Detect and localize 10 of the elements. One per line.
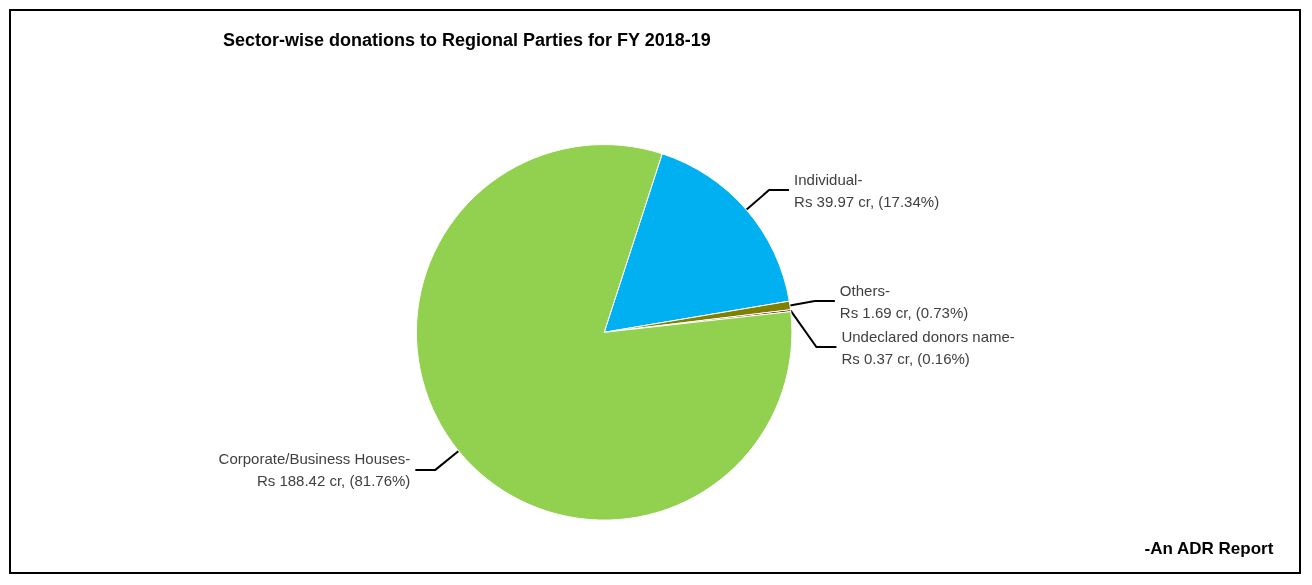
- data-label: Rs 39.97 cr, (17.34%): [794, 192, 940, 210]
- data-label: Rs 188.42 cr, (81.76%): [256, 472, 411, 490]
- slice-label: Others-: [839, 281, 890, 299]
- chart-title: Sector-wise donations to Regional Parties for FY 2018-19: [223, 30, 711, 50]
- slice-label: Undeclared donors name-: [841, 327, 1015, 345]
- data-label: Rs 1.69 cr, (0.73%): [839, 303, 969, 321]
- slice-label: Corporate/Business Houses-: [218, 450, 411, 468]
- data-label: Rs 0.37 cr, (0.16%): [841, 349, 970, 367]
- slice-label: Individual-: [794, 170, 863, 188]
- text: -An ADR Report: [1144, 539, 1274, 558]
